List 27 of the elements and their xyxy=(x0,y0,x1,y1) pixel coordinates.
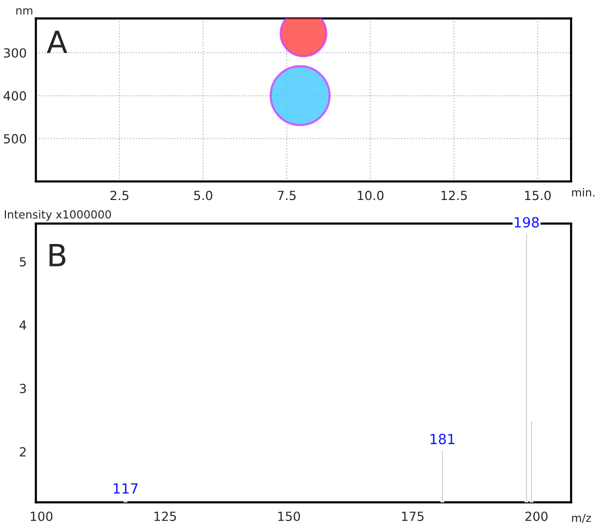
y-tick-label: 400 xyxy=(4,91,26,101)
annotation: 181 xyxy=(430,434,454,444)
x-tick-label: 15.0 xyxy=(525,190,551,200)
annotation: A xyxy=(46,30,68,54)
y-tick-label: 500 xyxy=(4,134,26,144)
x-tick-label: 10.0 xyxy=(358,190,384,200)
y-tick-label: 5 xyxy=(20,257,26,266)
x-tick-label: 7.5 xyxy=(278,190,296,200)
x-tick-label: 150 xyxy=(278,512,300,522)
y-tick-label: 3 xyxy=(20,384,26,394)
x-tick-label: 200 xyxy=(525,512,548,522)
x-tick-label: 2.5 xyxy=(110,190,128,200)
annotation: 117 xyxy=(114,483,138,494)
x-tick-label: 100 xyxy=(30,512,52,522)
y-tick-label: 2 xyxy=(20,447,26,456)
y-tick-label: 4 xyxy=(20,320,26,330)
y-axis-title: nm xyxy=(16,8,32,14)
x-tick-label: 5.0 xyxy=(194,190,212,200)
annotation: 198 xyxy=(514,217,539,228)
x-tick-label: 125 xyxy=(154,512,176,522)
x-axis-title: m/z xyxy=(572,514,592,523)
y-axis-title: Intensity x1000000 xyxy=(4,210,111,221)
x-axis-title: min. xyxy=(572,188,594,196)
x-tick-label: 12.5 xyxy=(441,190,467,200)
y-tick-label: 300 xyxy=(4,48,26,58)
annotation: B xyxy=(50,244,66,266)
x-tick-label: 175 xyxy=(402,512,424,522)
